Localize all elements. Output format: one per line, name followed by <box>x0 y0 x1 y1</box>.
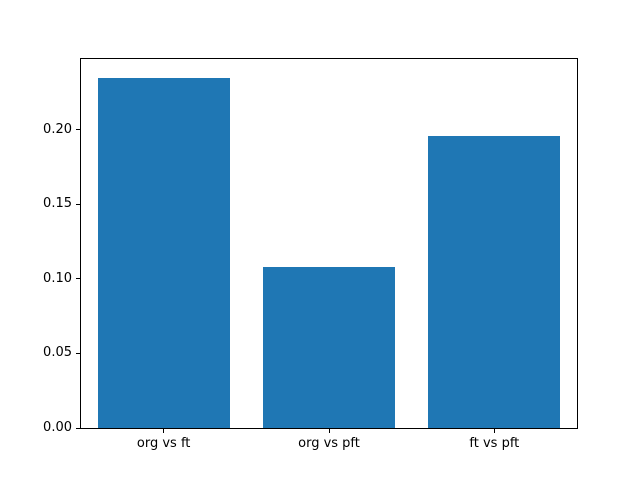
y-tick-mark <box>76 203 80 205</box>
x-tick-label: org vs pft <box>298 436 360 451</box>
y-tick-label: 0.00 <box>43 420 72 435</box>
y-tick-label: 0.10 <box>43 270 72 286</box>
x-tick-label: org vs ft <box>136 436 191 451</box>
bar-org-vs-pft <box>262 266 396 428</box>
plot-area: 0.00 0.05 0.10 0.15 0.20 org vs ft org vs pft f… <box>43 58 578 451</box>
y-tick-label: 0.15 <box>43 196 72 212</box>
y-tick-mark <box>76 278 80 280</box>
x-tick-mark <box>493 429 495 433</box>
y-tick-mark <box>76 352 80 354</box>
bar-ft-vs-pft <box>428 135 561 428</box>
x-tick-mark <box>328 429 330 433</box>
y-tick-label: 0.05 <box>43 345 72 361</box>
x-tick-mark <box>163 429 165 433</box>
y-tick-mark <box>76 427 80 429</box>
x-tick-label: ft vs pft <box>469 436 520 451</box>
y-tick-mark <box>76 129 80 131</box>
y-tick-label: 0.20 <box>43 121 72 137</box>
bar-org-vs-ft <box>97 77 230 428</box>
